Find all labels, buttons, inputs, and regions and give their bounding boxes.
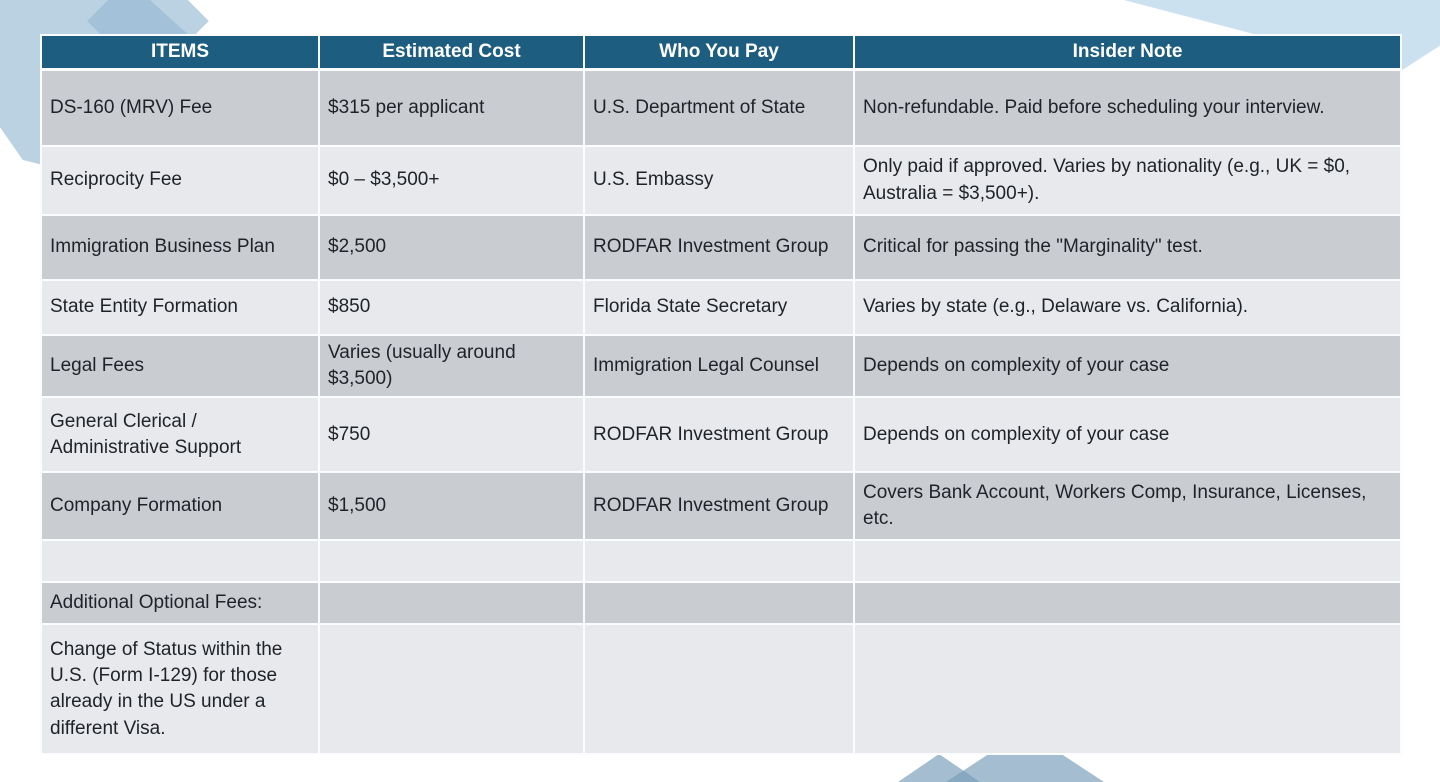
cell-cost bbox=[318, 623, 585, 756]
table-row: Company Formation $1,500 RODFAR Investme… bbox=[40, 471, 1402, 542]
cell-payee: RODFAR Investment Group bbox=[583, 396, 855, 474]
table-row-section-label: Additional Optional Fees: bbox=[40, 581, 1402, 626]
cell-note: Critical for passing the "Marginality" t… bbox=[853, 214, 1402, 281]
cell-note: Depends on complexity of your case bbox=[853, 333, 1402, 399]
cell-cost: $1,500 bbox=[318, 471, 585, 542]
cell-item: DS-160 (MRV) Fee bbox=[40, 68, 320, 147]
cell-note bbox=[853, 581, 1402, 626]
column-header-estimated-cost: Estimated Cost bbox=[318, 34, 585, 71]
table-row: Change of Status within the U.S. (Form I… bbox=[40, 623, 1402, 756]
cell-note bbox=[853, 623, 1402, 756]
cell-item: Additional Optional Fees: bbox=[40, 581, 320, 626]
cell-payee: RODFAR Investment Group bbox=[583, 471, 855, 542]
cell-note: Covers Bank Account, Workers Comp, Insur… bbox=[853, 471, 1402, 542]
cell-item: Legal Fees bbox=[40, 333, 320, 399]
cell-cost: $315 per applicant bbox=[318, 68, 585, 147]
cell-payee bbox=[583, 539, 855, 584]
table-row: Reciprocity Fee $0 – $3,500+ U.S. Embass… bbox=[40, 145, 1402, 216]
cell-item: State Entity Formation bbox=[40, 279, 320, 336]
cell-note: Depends on complexity of your case bbox=[853, 396, 1402, 474]
cell-note bbox=[853, 539, 1402, 584]
cell-note: Varies by state (e.g., Delaware vs. Cali… bbox=[853, 279, 1402, 336]
cell-payee bbox=[583, 581, 855, 626]
cell-item: Company Formation bbox=[40, 471, 320, 542]
decor-trapezoid-bottom bbox=[946, 754, 1104, 782]
header-row: ITEMS Estimated Cost Who You Pay Insider… bbox=[40, 34, 1402, 71]
cell-payee: Immigration Legal Counsel bbox=[583, 333, 855, 399]
table-row-empty bbox=[40, 539, 1402, 584]
fees-table-container: ITEMS Estimated Cost Who You Pay Insider… bbox=[40, 34, 1402, 756]
cell-payee: Florida State Secretary bbox=[583, 279, 855, 336]
cell-note: Only paid if approved. Varies by nationa… bbox=[853, 145, 1402, 216]
cell-cost: $2,500 bbox=[318, 214, 585, 281]
cell-item: Change of Status within the U.S. (Form I… bbox=[40, 623, 320, 756]
cell-cost bbox=[318, 581, 585, 626]
cell-payee bbox=[583, 623, 855, 756]
cell-item: General Clerical / Administrative Suppor… bbox=[40, 396, 320, 474]
table-row: State Entity Formation $850 Florida Stat… bbox=[40, 279, 1402, 336]
column-header-items: ITEMS bbox=[40, 34, 320, 71]
table-row: Legal Fees Varies (usually around $3,500… bbox=[40, 333, 1402, 399]
cell-cost: $0 – $3,500+ bbox=[318, 145, 585, 216]
cell-payee: RODFAR Investment Group bbox=[583, 214, 855, 281]
cell-item: Immigration Business Plan bbox=[40, 214, 320, 281]
column-header-who-you-pay: Who You Pay bbox=[583, 34, 855, 71]
fees-table: ITEMS Estimated Cost Who You Pay Insider… bbox=[40, 34, 1402, 756]
cell-cost: Varies (usually around $3,500) bbox=[318, 333, 585, 399]
cell-cost: $850 bbox=[318, 279, 585, 336]
cell-note: Non-refundable. Paid before scheduling y… bbox=[853, 68, 1402, 147]
table-row: General Clerical / Administrative Suppor… bbox=[40, 396, 1402, 474]
cell-item: Reciprocity Fee bbox=[40, 145, 320, 216]
table-row: DS-160 (MRV) Fee $315 per applicant U.S.… bbox=[40, 68, 1402, 147]
column-header-insider-note: Insider Note bbox=[853, 34, 1402, 71]
cell-cost bbox=[318, 539, 585, 584]
cell-cost: $750 bbox=[318, 396, 585, 474]
table-row: Immigration Business Plan $2,500 RODFAR … bbox=[40, 214, 1402, 281]
cell-item bbox=[40, 539, 320, 584]
cell-payee: U.S. Department of State bbox=[583, 68, 855, 147]
cell-payee: U.S. Embassy bbox=[583, 145, 855, 216]
